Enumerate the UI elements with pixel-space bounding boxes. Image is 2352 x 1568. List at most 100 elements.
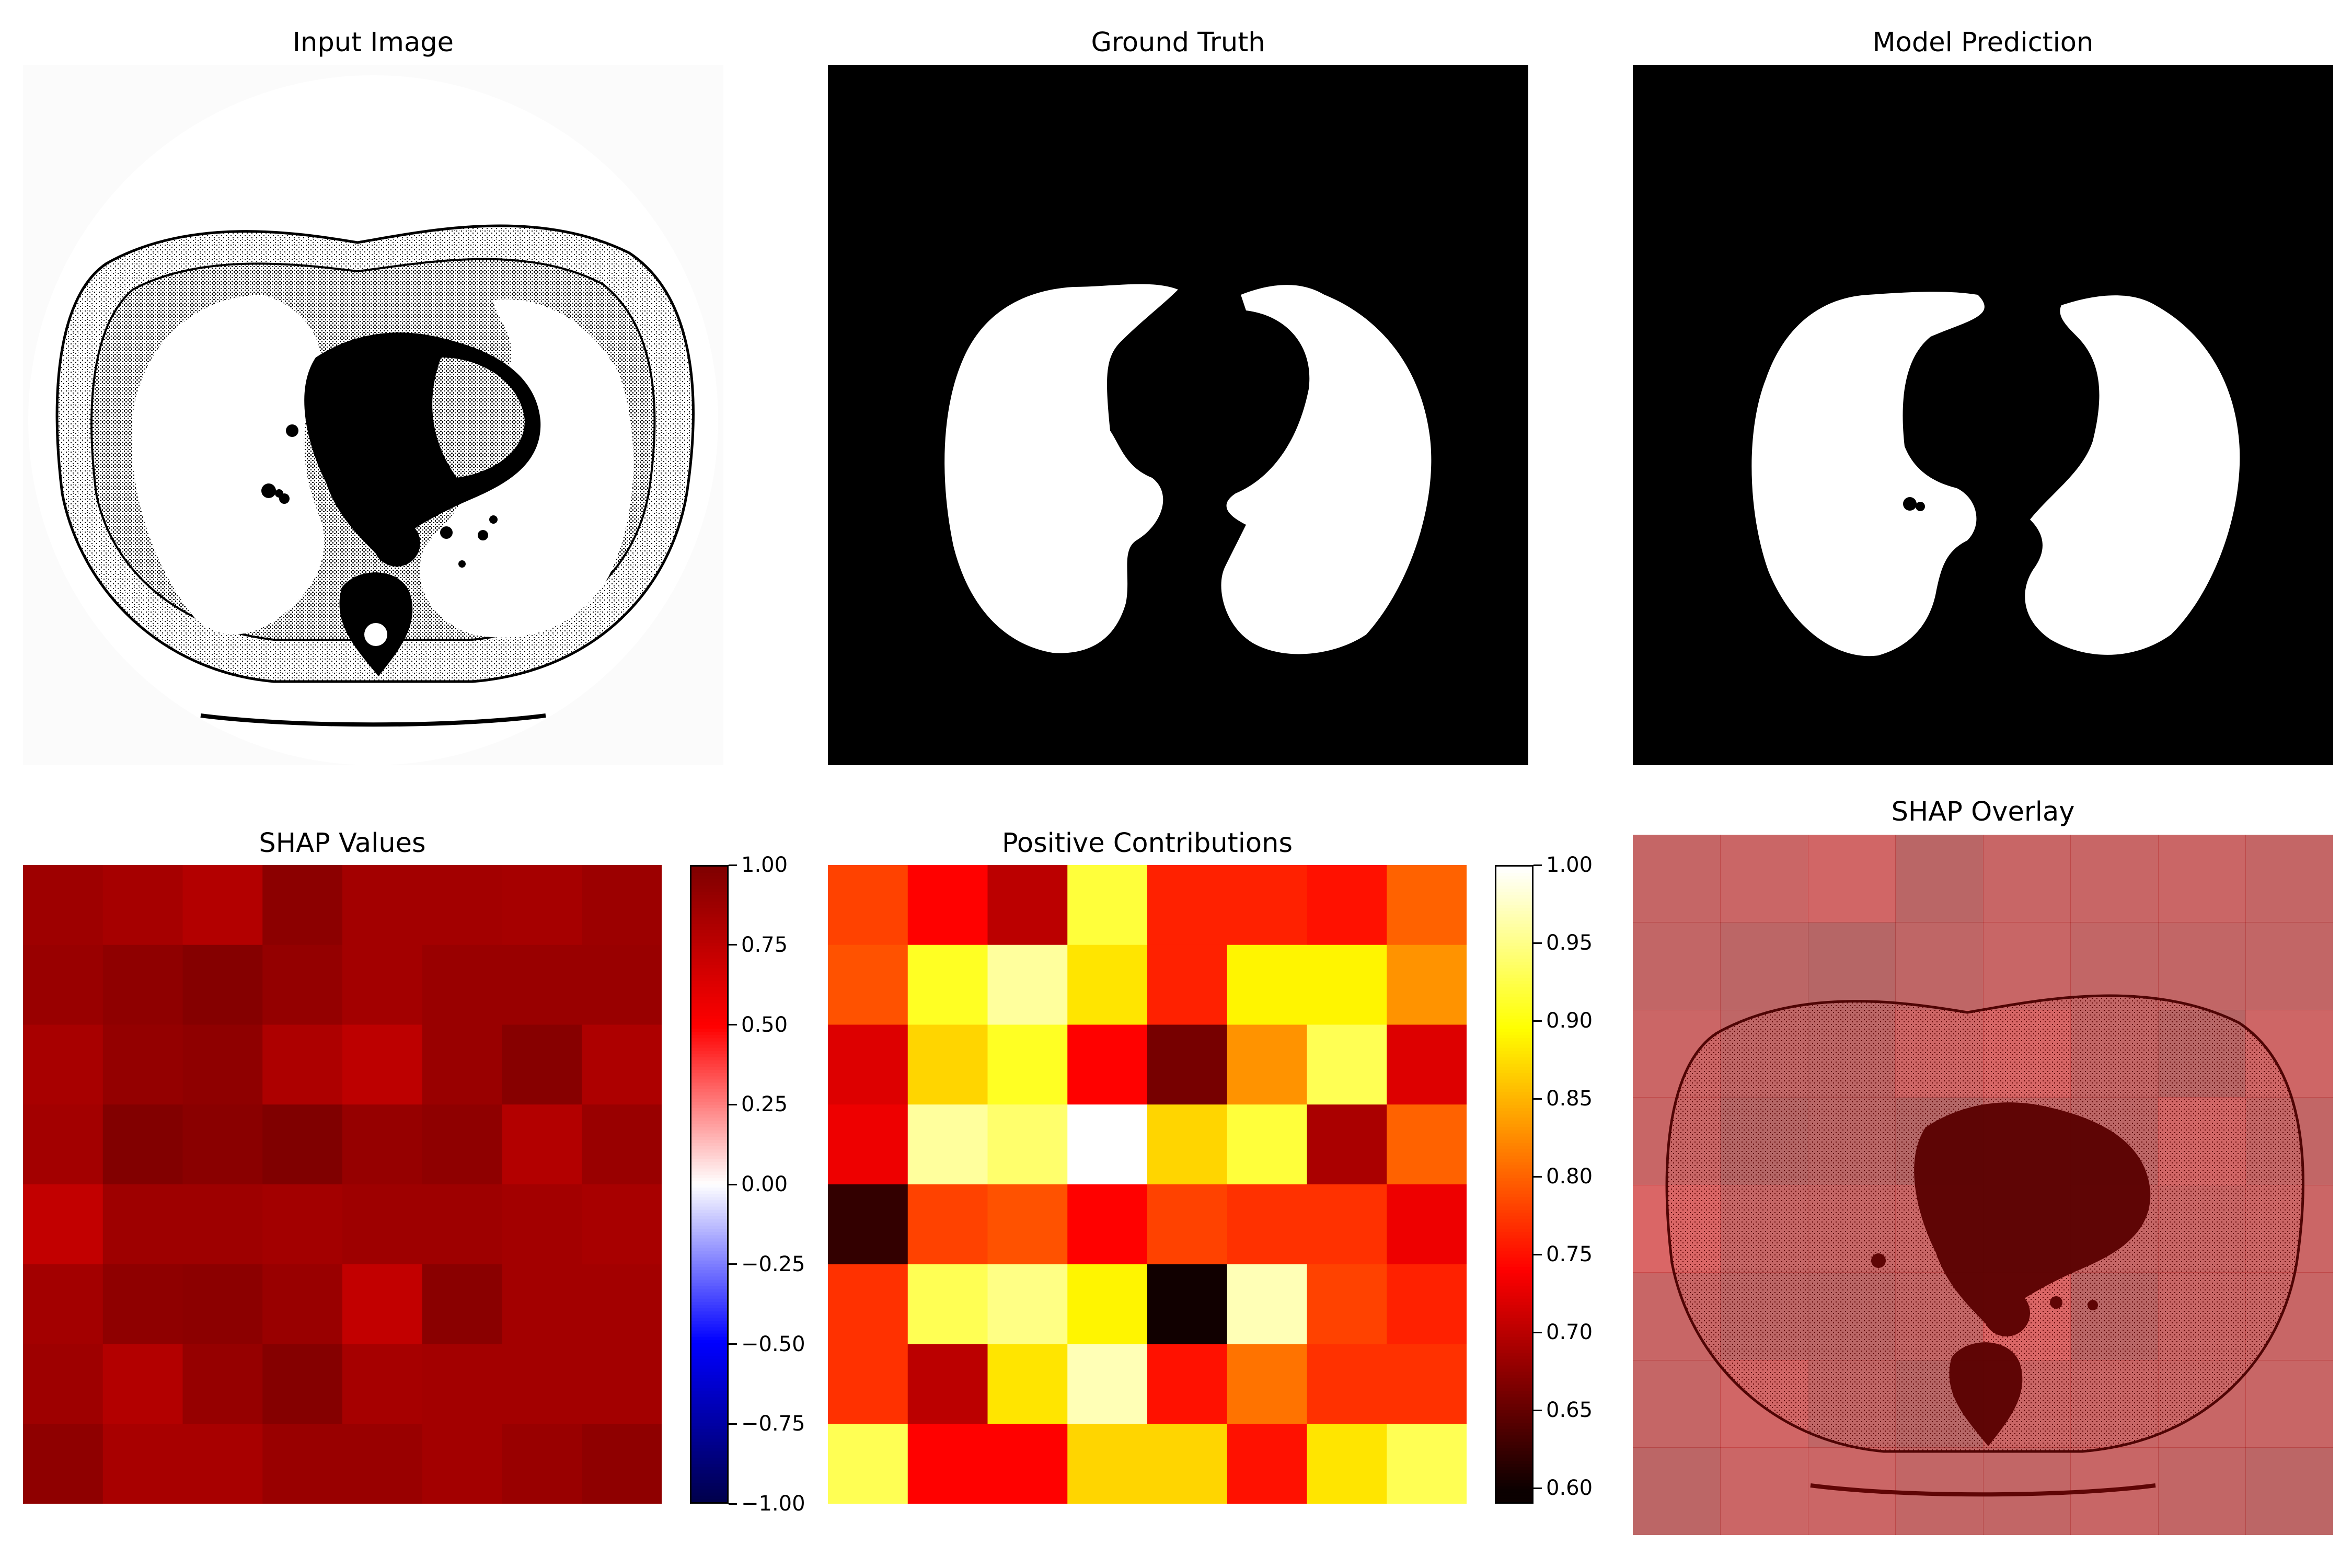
colorbar-segment: [1496, 1092, 1532, 1096]
colorbar-segment: [691, 1209, 727, 1214]
colorbar-segment: [1496, 1178, 1532, 1182]
colorbar-segment: [1496, 1426, 1532, 1429]
heatmap-cell: [342, 1184, 423, 1265]
colorbar-segment: [1496, 901, 1532, 905]
colorbar-segment: [1496, 1222, 1532, 1226]
colorbar-segment: [1496, 1127, 1532, 1131]
colorbar-segment: [1496, 1483, 1532, 1487]
heatmap-cell: [502, 1024, 582, 1105]
colorbar-segment: [1496, 1226, 1532, 1229]
colorbar-segment: [691, 1070, 727, 1074]
colorbar-segment: [1496, 1054, 1532, 1058]
colorbar-segment: [691, 994, 727, 997]
colorbar-tick: [729, 1183, 737, 1185]
colorbar-segment: [1496, 1318, 1532, 1322]
colorbar-segment: [691, 1041, 727, 1045]
colorbar-segment: [691, 1139, 727, 1144]
colorbar-segment: [691, 1035, 727, 1039]
overlay-cell: [2070, 835, 2159, 923]
heatmap-cell: [23, 1344, 103, 1424]
colorbar-segment: [1496, 1041, 1532, 1045]
heatmap-cell: [422, 1184, 502, 1265]
colorbar-segment: [691, 1006, 727, 1010]
heatmap-cell: [262, 1104, 343, 1185]
colorbar-segment: [1496, 952, 1532, 956]
colorbar-segment: [1496, 946, 1532, 950]
heatmap-cell: [987, 1024, 1068, 1105]
heatmap-cell: [422, 1024, 502, 1105]
colorbar-segment: [691, 952, 727, 956]
heatmap-cell: [502, 1344, 582, 1424]
colorbar-segment: [1496, 1012, 1532, 1017]
colorbar-segment: [1496, 1381, 1532, 1385]
colorbar-segment: [691, 1464, 727, 1468]
colorbar-segment: [691, 1067, 727, 1070]
overlay-cell: [2245, 1447, 2333, 1535]
colorbar-segment: [691, 1124, 727, 1128]
colorbar-segment: [1496, 1333, 1532, 1338]
colorbar-segment: [691, 1219, 727, 1223]
colorbar-segment: [691, 1254, 727, 1258]
heatmap-cell: [262, 865, 343, 946]
colorbar-segment: [691, 1187, 727, 1191]
colorbar-segment: [1496, 879, 1532, 883]
heatmap-cell: [102, 1184, 183, 1265]
heatmap-cell: [1227, 1104, 1307, 1185]
colorbar-segment: [691, 1305, 727, 1309]
colorbar-segment: [691, 1019, 727, 1023]
shap-values-heatmap: [23, 865, 662, 1504]
heatmap-cell: [262, 1424, 343, 1504]
colorbar-tick: [1534, 1409, 1542, 1411]
colorbar-segment: [691, 1276, 727, 1280]
colorbar-segment: [691, 1203, 727, 1207]
colorbar-segment: [691, 1076, 727, 1080]
colorbar-segment: [691, 1495, 727, 1500]
colorbar-segment: [1496, 1047, 1532, 1052]
overlay-cell: [1808, 922, 1896, 1010]
colorbar-tick-label: 0.90: [1546, 1009, 1593, 1033]
heatmap-cell: [1227, 1344, 1307, 1424]
colorbar-segment: [1496, 977, 1532, 982]
colorbar-tick-label: 0.75: [741, 932, 788, 957]
heatmap-cell: [582, 1024, 662, 1105]
overlay-cell: [2158, 1447, 2246, 1535]
colorbar-segment: [1496, 920, 1532, 925]
colorbar-segment: [1496, 1229, 1532, 1232]
overlay-cell: [1720, 1447, 1808, 1535]
colorbar-segment: [1496, 1000, 1532, 1004]
colorbar-segment: [1496, 1101, 1532, 1105]
colorbar-segment: [691, 1127, 727, 1131]
colorbar-segment: [691, 1394, 727, 1398]
heatmap-cell: [1067, 1184, 1148, 1265]
heatmap-cell: [422, 865, 502, 946]
heatmap-cell: [182, 1424, 263, 1504]
colorbar-segment: [691, 1473, 727, 1477]
heatmap-cell: [102, 1424, 183, 1504]
colorbar-segment: [1496, 1168, 1532, 1172]
heatmap-cell: [1147, 1264, 1228, 1344]
colorbar-tick-label: 1.00: [1546, 853, 1593, 877]
colorbar-segment: [1496, 1435, 1532, 1439]
colorbar-segment: [691, 873, 727, 877]
colorbar-segment: [1496, 1130, 1532, 1134]
colorbar-segment: [1496, 1187, 1532, 1191]
colorbar-segment: [1496, 1270, 1532, 1274]
overlay-cell: [2158, 922, 2246, 1010]
colorbar-segment: [1496, 1498, 1532, 1502]
colorbar-segment: [691, 1423, 727, 1426]
heatmap-cell: [907, 865, 988, 946]
shap-overlay-title: SHAP Overlay: [1891, 797, 2075, 827]
colorbar-segment: [1496, 1385, 1532, 1388]
colorbar-segment: [1496, 1406, 1532, 1411]
colorbar-segment: [1496, 870, 1532, 873]
colorbar-segment: [691, 1168, 727, 1172]
colorbar-segment: [1496, 994, 1532, 997]
colorbar-tick-label: −0.75: [741, 1412, 805, 1436]
overlay-cell: [1983, 835, 2071, 923]
heatmap-cell: [1387, 865, 1467, 946]
heatmap-cell: [1307, 865, 1387, 946]
colorbar-segment: [691, 898, 727, 902]
colorbar-segment: [1496, 1267, 1532, 1271]
colorbar-tick-label: 0.60: [1546, 1476, 1593, 1501]
colorbar-segment: [1496, 1410, 1532, 1414]
